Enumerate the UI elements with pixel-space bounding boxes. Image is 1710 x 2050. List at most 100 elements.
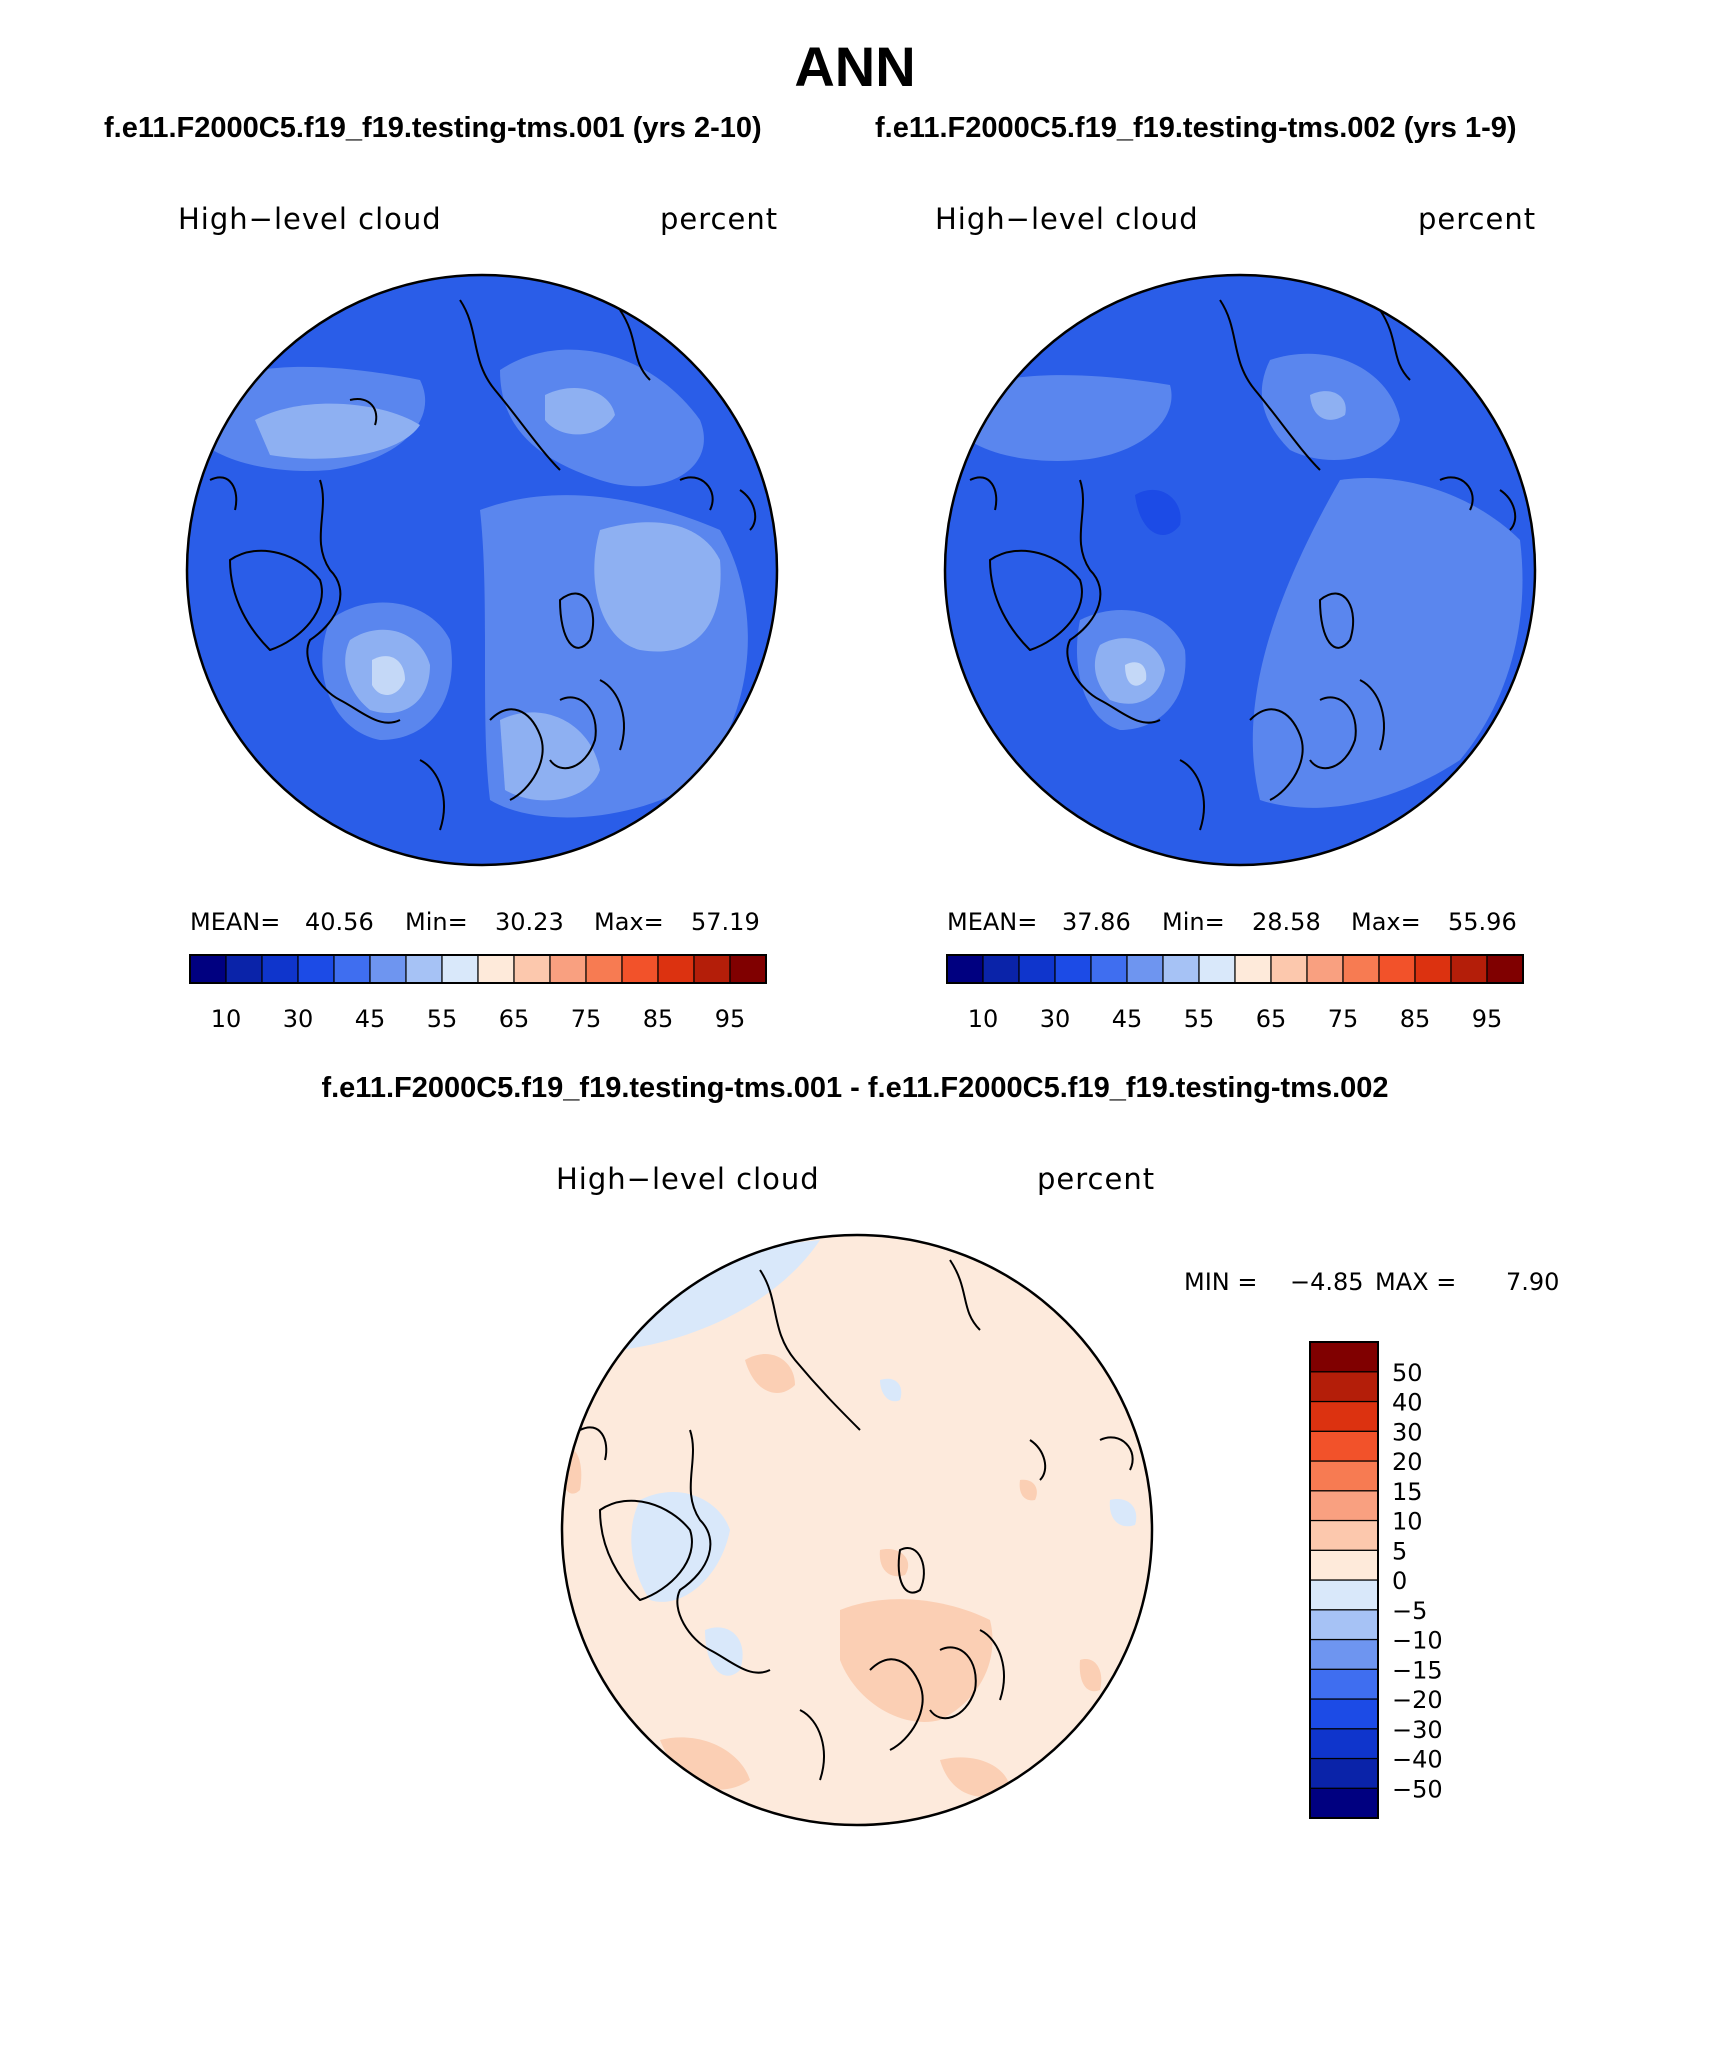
colorbar-swatch [1450,954,1488,984]
colorbar-tick-label: 95 [1472,1005,1503,1033]
colorbar-swatch [657,954,695,984]
panel1-mean-value: 40.56 [305,908,374,936]
colorbar-swatch [1126,954,1164,984]
panel3-field-patch [660,1737,750,1790]
colorbar-swatch [549,954,587,984]
panel3-map-border [560,1233,1154,1827]
panel3-min-label: MIN = [1184,1268,1258,1296]
panel2-field-patch [1125,662,1147,686]
colorbar-swatch [1162,954,1200,984]
colorbar-swatch [729,954,767,984]
panel3-max-label: MAX = [1375,1268,1457,1296]
panel2-field-patch [1310,391,1346,420]
panel3-field-patch [745,1354,795,1393]
colorbar-swatch [1309,1519,1379,1551]
panel1-field-patch [255,403,420,459]
panel2-mean-value: 37.86 [1062,908,1131,936]
colorbar-tick-label: 15 [1392,1478,1423,1506]
panel2-field-patch [1252,478,1523,808]
panel1-field-patch [545,387,615,435]
colorbar-swatch [1018,954,1056,984]
panel2-max-value: 55.96 [1448,908,1517,936]
colorbar-tick-label: 45 [1112,1005,1143,1033]
colorbar-swatch [369,954,407,984]
colorbar-swatch [1270,954,1308,984]
panel3-field-patch [879,1549,909,1577]
colorbar-tick-label: 45 [355,1005,386,1033]
colorbar-tick-label: 20 [1392,1448,1423,1476]
panel1-variable-label: High−level cloud [178,202,442,236]
panel1-min-label: Min= [405,908,468,936]
colorbar-tick-label: 10 [1392,1508,1423,1536]
panel1-map-border [185,273,779,867]
panel3-field-patch [840,1599,993,1722]
colorbar-swatch [1309,1371,1379,1403]
colorbar-tick-label: 65 [499,1005,530,1033]
colorbar-tick-label: 10 [211,1005,242,1033]
colorbar-tick-label: 55 [427,1005,458,1033]
panel3-field-patch [1019,1479,1037,1501]
colorbar-swatch [1309,1490,1379,1522]
panel3-field-patch [631,1491,730,1602]
colorbar-tick-label: 85 [1400,1005,1431,1033]
colorbar-swatch [1309,1460,1379,1492]
colorbar-swatch [1309,1579,1379,1611]
panel1-units-label: percent [660,202,779,236]
panel1-max-label: Max= [594,908,664,936]
colorbar-swatch [1306,954,1344,984]
colorbar-frame [1309,1341,1379,1819]
colorbar-swatch [982,954,1020,984]
panel2-variable-label: High−level cloud [935,202,1199,236]
colorbar-swatch [477,954,515,984]
case1-subtitle: f.e11.F2000C5.f19_f19.testing-tms.001 (y… [104,112,762,144]
colorbar-tick-label: 30 [1040,1005,1071,1033]
colorbar-tick-label: 30 [1392,1418,1423,1446]
panel3-units-label: percent [1037,1162,1156,1196]
case2-subtitle: f.e11.F2000C5.f19_f19.testing-tms.002 (y… [875,112,1517,144]
colorbar-swatch [297,954,335,984]
colorbar-swatch [1414,954,1452,984]
colorbar-swatch [1309,1341,1379,1373]
colorbar-swatch [1309,1728,1379,1760]
panel1-map [185,273,779,867]
panel2-coastlines [969,299,1517,831]
colorbar-tick-label: 10 [968,1005,999,1033]
colorbar-swatch [1309,1757,1379,1789]
colorbar-swatch [1309,1668,1379,1700]
colorbar-frame [189,954,767,984]
panel1-field-patch [500,712,600,801]
panel3-coastlines [579,1259,1134,1781]
colorbar-tick-label: 0 [1392,1567,1407,1595]
panel1-coastlines [209,299,757,831]
panel3-max-value: 7.90 [1506,1268,1560,1296]
panel2-min-value: 28.58 [1252,908,1321,936]
colorbar-tick-label: −15 [1392,1656,1443,1684]
panel1-colorbar: 10 30 45 55 65 75 85 95 [189,954,767,1033]
colorbar-tick-label: 50 [1392,1359,1423,1387]
colorbar-swatch [1309,1698,1379,1730]
colorbar-swatch [1054,954,1092,984]
colorbar-swatch [1309,1787,1379,1819]
colorbar-tick-label: −5 [1392,1597,1427,1625]
panel2-mean-label: MEAN= [947,908,1038,936]
colorbar-tick-label: 40 [1392,1389,1423,1417]
colorbar-tick-label: −50 [1392,1775,1443,1803]
panel2-field-patch [950,375,1172,461]
colorbar-swatch [441,954,479,984]
diff-subtitle: f.e11.F2000C5.f19_f19.testing-tms.001 - … [321,1072,1389,1104]
colorbar-tick-label: −20 [1392,1686,1443,1714]
panel2-min-label: Min= [1162,908,1225,936]
panel3-field-patch [1109,1499,1137,1527]
colorbar-swatch [1090,954,1128,984]
colorbar-tick-label: −40 [1392,1746,1443,1774]
colorbar-tick-label: 95 [715,1005,746,1033]
colorbar-swatch [1234,954,1272,984]
panel2-field-patch [1135,489,1181,535]
colorbar-tick-label: 75 [571,1005,602,1033]
colorbar-swatch [1342,954,1380,984]
colorbar-tick-label: 85 [643,1005,674,1033]
panel1-mean-label: MEAN= [190,908,281,936]
colorbar-frame [946,954,1524,984]
colorbar-swatch [1309,1400,1379,1432]
